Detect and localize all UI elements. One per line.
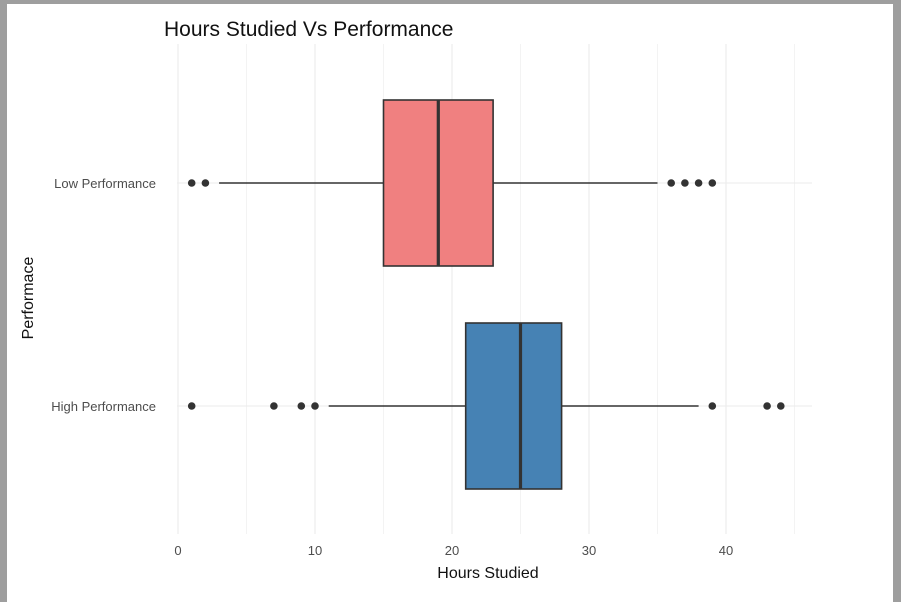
box-low-performance [187, 99, 717, 267]
iqr-box [464, 322, 563, 490]
x-tick-label: 0 [174, 543, 181, 558]
outlier-point [297, 402, 306, 410]
boxplot-chart: 0 10 20 30 40 Low Performance High Performanc… [20, 18, 812, 582]
outlier-point [763, 402, 771, 410]
y-tick-labels: Low Performance High Performance [51, 176, 156, 414]
outlier-point [708, 179, 717, 187]
chart-title: Hours Studied Vs Performance [164, 18, 453, 41]
outlier-point [681, 179, 689, 187]
x-axis-title: Hours Studied [437, 565, 538, 582]
outlier-point [187, 402, 196, 410]
y-tick-label: Low Performance [54, 176, 156, 191]
x-tick-label: 20 [445, 543, 459, 558]
outlier-point [311, 402, 319, 410]
outlier-point [777, 402, 785, 410]
outlier-point [270, 402, 278, 410]
y-tick-label: High Performance [51, 399, 156, 414]
x-tick-label: 40 [719, 543, 733, 558]
x-tick-labels: 0 10 20 30 40 [174, 543, 733, 558]
x-tick-label: 10 [308, 543, 322, 558]
outlier-point [187, 179, 196, 187]
boxes [187, 99, 785, 490]
chart-frame: 0 10 20 30 40 Low Performance High Performanc… [7, 4, 893, 602]
outlier-point [708, 402, 717, 410]
outlier-point [667, 179, 675, 187]
box-high-performance [187, 322, 785, 490]
outlier-point [694, 179, 703, 187]
outlier-point [201, 179, 210, 187]
x-tick-label: 30 [582, 543, 596, 558]
y-axis-title: Performace [20, 257, 37, 340]
